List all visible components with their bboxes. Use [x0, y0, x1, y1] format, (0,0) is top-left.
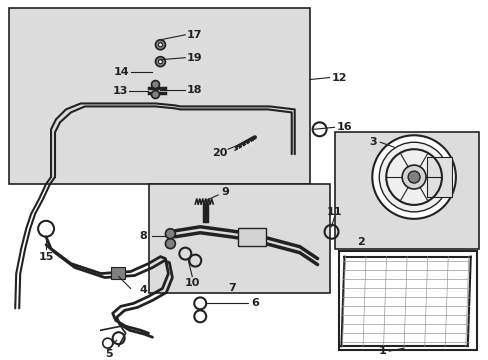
- Text: 20: 20: [212, 148, 227, 158]
- Text: 6: 6: [250, 298, 258, 309]
- Bar: [238, 228, 265, 246]
- Circle shape: [165, 239, 175, 249]
- Text: 1: 1: [378, 346, 386, 356]
- Circle shape: [158, 43, 162, 47]
- Text: 9: 9: [221, 187, 228, 197]
- Text: 3: 3: [369, 137, 376, 147]
- Text: 16: 16: [336, 122, 351, 132]
- Circle shape: [151, 90, 159, 99]
- Circle shape: [155, 40, 165, 50]
- Circle shape: [379, 142, 448, 212]
- Bar: [334, 132, 478, 249]
- Circle shape: [407, 171, 419, 183]
- Circle shape: [371, 135, 455, 219]
- Text: 18: 18: [186, 85, 202, 95]
- Bar: [9, 8, 309, 184]
- Circle shape: [155, 57, 165, 67]
- Text: 7: 7: [228, 283, 235, 293]
- Text: 13: 13: [113, 86, 128, 95]
- Circle shape: [165, 229, 175, 239]
- Text: 10: 10: [184, 279, 200, 288]
- Text: 14: 14: [114, 67, 129, 77]
- Text: 15: 15: [38, 252, 54, 262]
- Text: 19: 19: [186, 53, 202, 63]
- Text: 4: 4: [139, 285, 147, 296]
- Text: 2: 2: [357, 237, 365, 247]
- Bar: [110, 266, 124, 279]
- Bar: [339, 251, 476, 350]
- Text: 11: 11: [326, 207, 342, 217]
- Circle shape: [158, 60, 162, 64]
- Text: 5: 5: [105, 349, 112, 359]
- Text: 12: 12: [331, 73, 346, 82]
- Bar: [148, 184, 329, 293]
- Text: 8: 8: [140, 231, 147, 241]
- Circle shape: [401, 165, 425, 189]
- Text: 17: 17: [186, 30, 202, 40]
- Bar: [426, 157, 451, 197]
- Circle shape: [151, 81, 159, 89]
